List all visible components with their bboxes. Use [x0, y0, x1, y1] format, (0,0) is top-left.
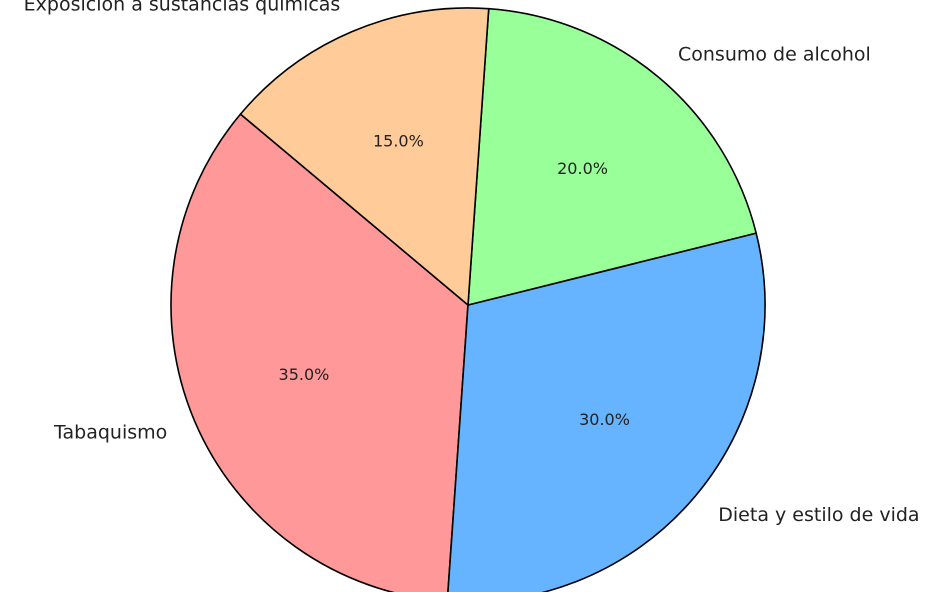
category-label-exposicion-a-sustancias-quimicas: Exposición a sustancias químicas	[24, 0, 341, 15]
category-label-consumo-de-alcohol: Consumo de alcohol	[678, 44, 871, 66]
pie-slices	[170, 7, 766, 592]
percentage-label-dieta-y-estilo-de-vida: 30.0%	[579, 410, 630, 429]
category-labels: Tabaquismo Dieta y estilo de vida Consumo …	[24, 0, 920, 526]
category-label-dieta-y-estilo-de-vida: Dieta y estilo de vida	[718, 504, 919, 526]
pie-slice-tabaquismo	[170, 113, 469, 592]
category-label-tabaquismo: Tabaquismo	[53, 422, 167, 444]
percentage-label-exposicion-a-sustancias-quimicas: 15.0%	[373, 131, 424, 150]
pie-slice-consumo-de-alcohol	[467, 7, 757, 306]
percentage-labels: 35.0% 30.0% 20.0% 15.0%	[279, 131, 630, 429]
percentage-label-consumo-de-alcohol: 20.0%	[557, 159, 608, 178]
percentage-label-tabaquismo: 35.0%	[279, 365, 330, 384]
pie-slice-dieta-y-estilo-de-vida	[447, 232, 766, 592]
pie-slice-exposicion-a-sustancias-quimicas	[239, 7, 490, 306]
